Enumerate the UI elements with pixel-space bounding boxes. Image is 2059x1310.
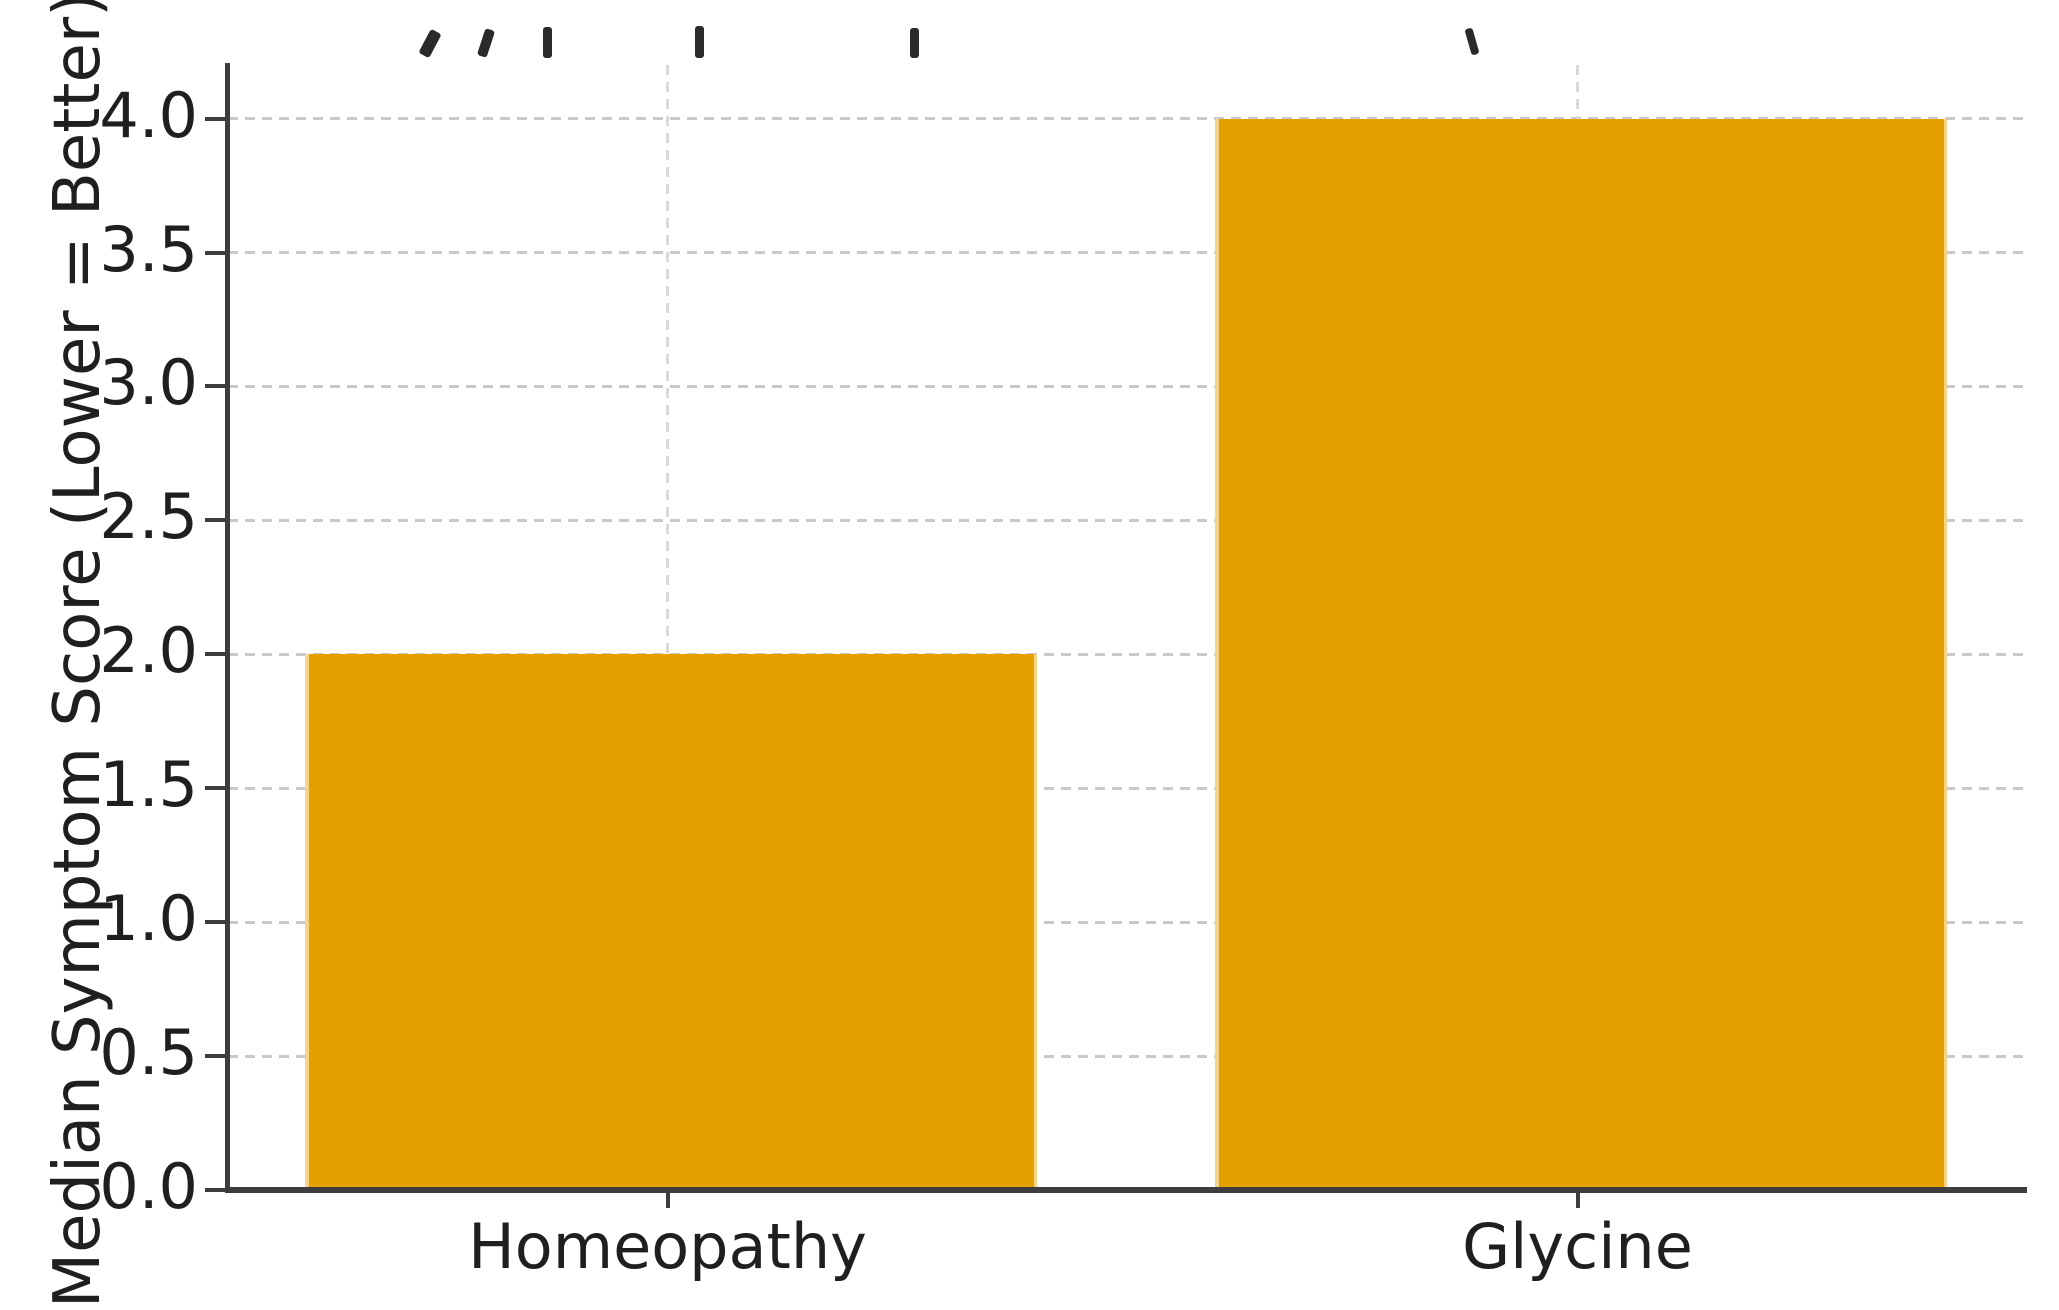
y-tick-mark: [205, 652, 228, 657]
y-tick-label: 3.5: [99, 212, 198, 286]
h-gridline-2.5: [228, 518, 2027, 522]
cropped-title-fragment: [418, 28, 442, 59]
y-tick-label: 0.0: [99, 1150, 198, 1223]
y-tick-label: 1.5: [99, 748, 198, 822]
y-tick-mark: [205, 116, 228, 121]
y-tick-mark: [205, 384, 228, 389]
x-axis-spine: [225, 1187, 2027, 1193]
h-gridline-3.5: [228, 251, 2027, 254]
y-tick-label: 2.0: [99, 614, 198, 688]
h-gridline-2.0: [228, 652, 2027, 656]
x-tick-mark: [1575, 1190, 1580, 1208]
y-tick-mark: [205, 1054, 228, 1059]
y-axis-spine: [225, 63, 230, 1192]
h-gridline-3.0: [228, 384, 2027, 388]
x-tick-label-glycine: Glycine: [1462, 1210, 1693, 1283]
h-gridline-0.5: [228, 1054, 2027, 1058]
y-tick-label: 2.5: [99, 480, 198, 554]
h-gridline-4.0: [228, 117, 2027, 121]
y-tick-mark: [205, 786, 228, 791]
cropped-title-fragment: [1464, 27, 1480, 56]
y-tick-mark: [205, 920, 228, 925]
bar-glycine: [1215, 118, 1947, 1190]
y-tick-label: 0.5: [99, 1016, 198, 1090]
y-tick-mark: [205, 250, 228, 255]
h-gridline-1.5: [228, 786, 2027, 790]
y-tick-label: 4.0: [99, 78, 198, 152]
y-tick-label: 1.0: [99, 882, 198, 956]
plot-area: [228, 65, 2027, 1190]
x-tick-mark: [665, 1190, 670, 1208]
y-tick-label: 3.0: [99, 346, 198, 420]
cropped-title-fragment: [910, 28, 919, 58]
cropped-title-fragment: [543, 27, 552, 58]
x-tick-label-homeopathy: Homeopathy: [468, 1210, 867, 1283]
bar-homeopathy: [305, 654, 1037, 1190]
h-gridline-1.0: [228, 920, 2027, 924]
v-gridline-homeopathy: [666, 65, 669, 1190]
cropped-title-fragment: [695, 26, 704, 58]
cropped-title-fragment: [476, 28, 496, 58]
y-tick-mark: [205, 1188, 228, 1192]
y-tick-mark: [205, 518, 228, 523]
